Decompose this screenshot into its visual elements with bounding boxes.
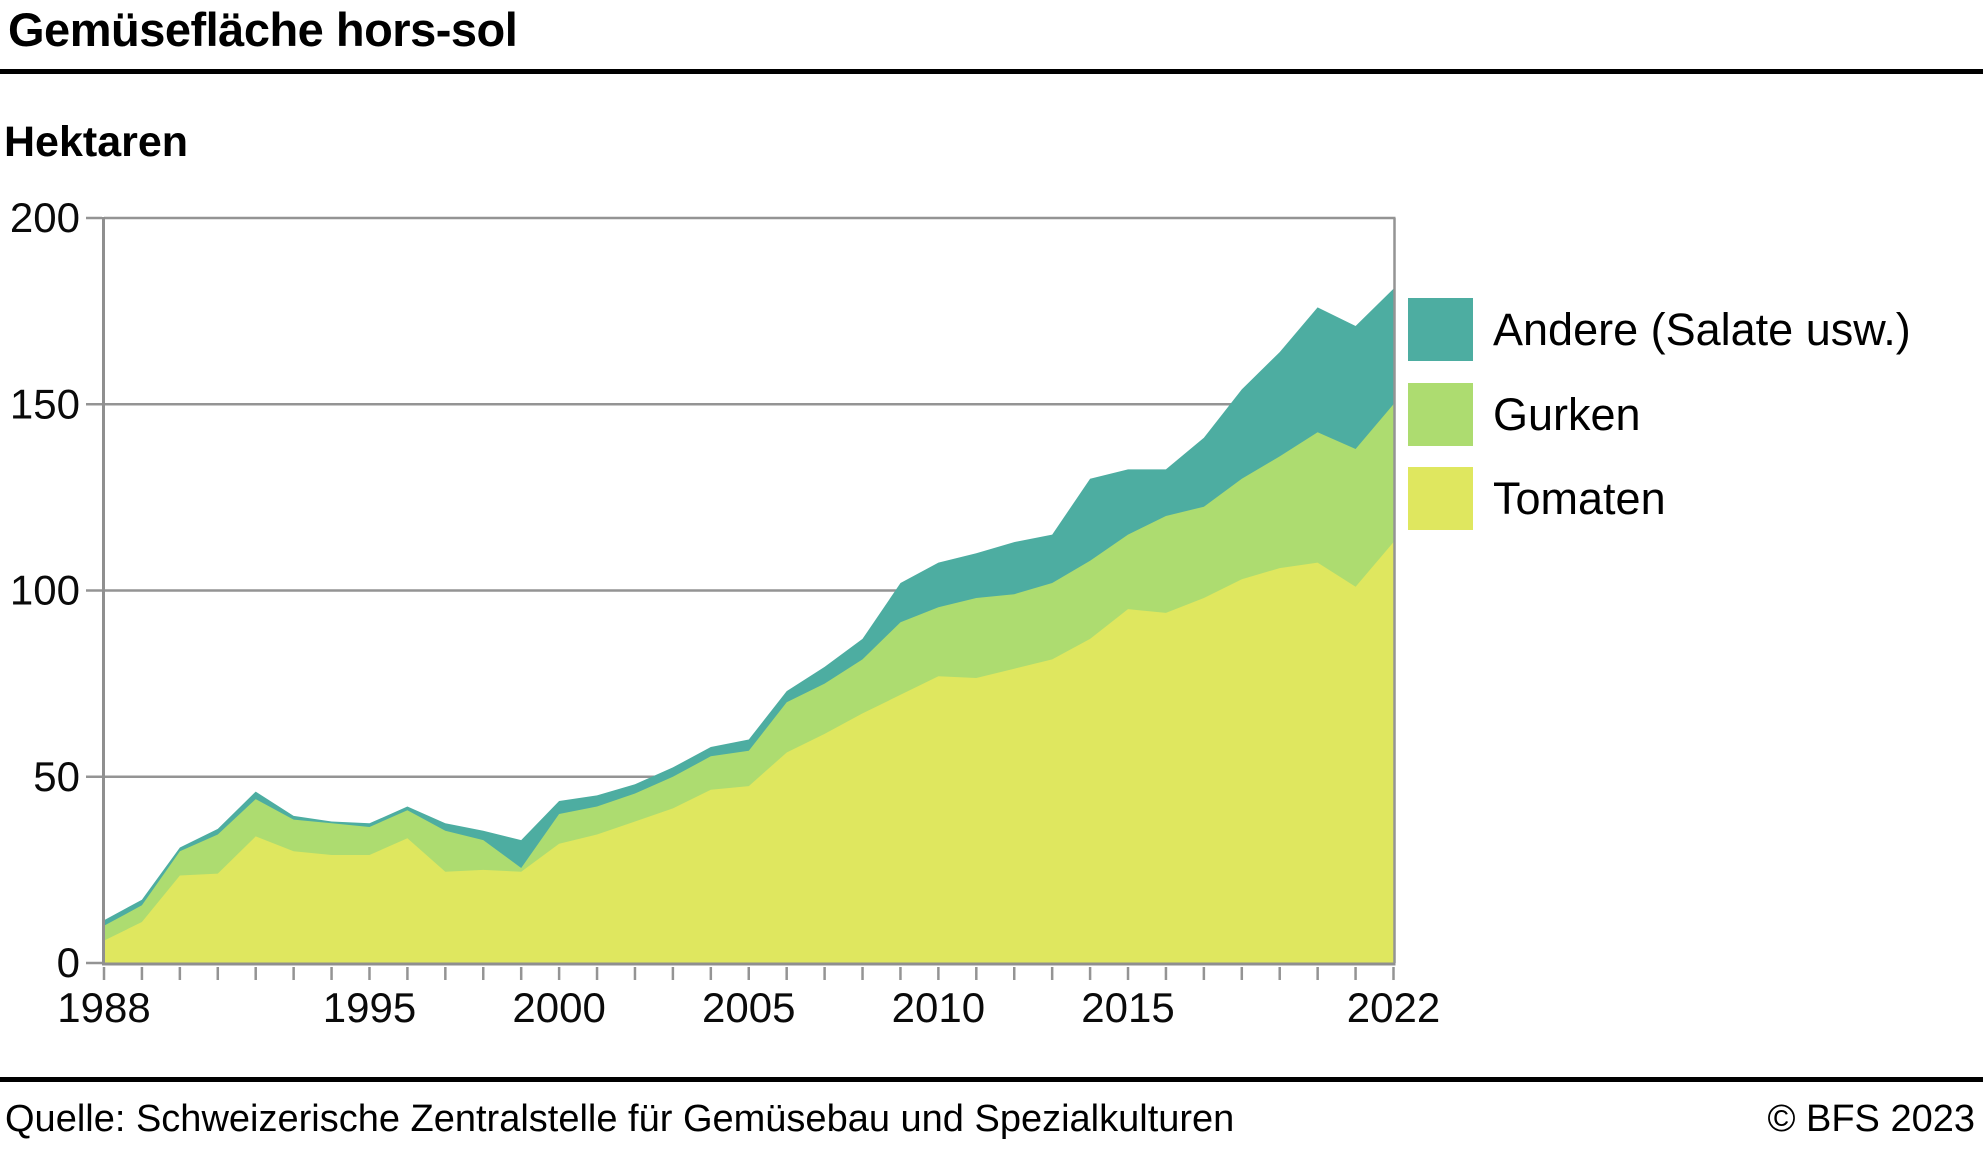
legend-swatch-tomaten <box>1408 467 1473 530</box>
legend-label-andere: Andere (Salate usw.) <box>1493 304 1911 355</box>
y-tick-label-200: 200 <box>10 194 80 241</box>
copyright-text: © BFS 2023 <box>1767 1098 1975 1140</box>
page-title: Gemüsefläche hors-sol <box>8 3 518 56</box>
legend-item-tomaten: Tomaten <box>1408 467 1666 530</box>
x-tick-label-1988: 1988 <box>57 984 150 1031</box>
legend-label-gurken: Gurken <box>1493 389 1641 440</box>
x-tick-label-2015: 2015 <box>1081 984 1174 1031</box>
y-tick-label-150: 150 <box>10 380 80 427</box>
legend-item-andere: Andere (Salate usw.) <box>1408 298 1911 361</box>
y-axis-unit-label: Hektaren <box>4 118 189 166</box>
source-text: Quelle: Schweizerische Zentralstelle für… <box>5 1098 1235 1140</box>
x-tick-label-2005: 2005 <box>702 984 795 1031</box>
footer-divider <box>0 1077 1983 1082</box>
x-tick-label-2010: 2010 <box>892 984 985 1031</box>
y-tick-label-0: 0 <box>57 939 80 986</box>
x-tick-label-2000: 2000 <box>512 984 605 1031</box>
legend-swatch-andere <box>1408 298 1473 361</box>
chart-legend: Andere (Salate usw.) Gurken Tomaten <box>1408 0 1968 560</box>
title-divider <box>0 69 1983 74</box>
legend-swatch-gurken <box>1408 383 1473 446</box>
x-tick-label-1995: 1995 <box>323 984 416 1031</box>
area-tomaten <box>104 542 1394 963</box>
footer: Quelle: Schweizerische Zentralstelle für… <box>0 1098 1983 1141</box>
legend-label-tomaten: Tomaten <box>1493 473 1666 524</box>
x-tick-label-2022: 2022 <box>1347 984 1440 1031</box>
legend-item-gurken: Gurken <box>1408 383 1641 446</box>
y-tick-label-100: 100 <box>10 567 80 614</box>
y-tick-label-50: 50 <box>33 753 80 800</box>
